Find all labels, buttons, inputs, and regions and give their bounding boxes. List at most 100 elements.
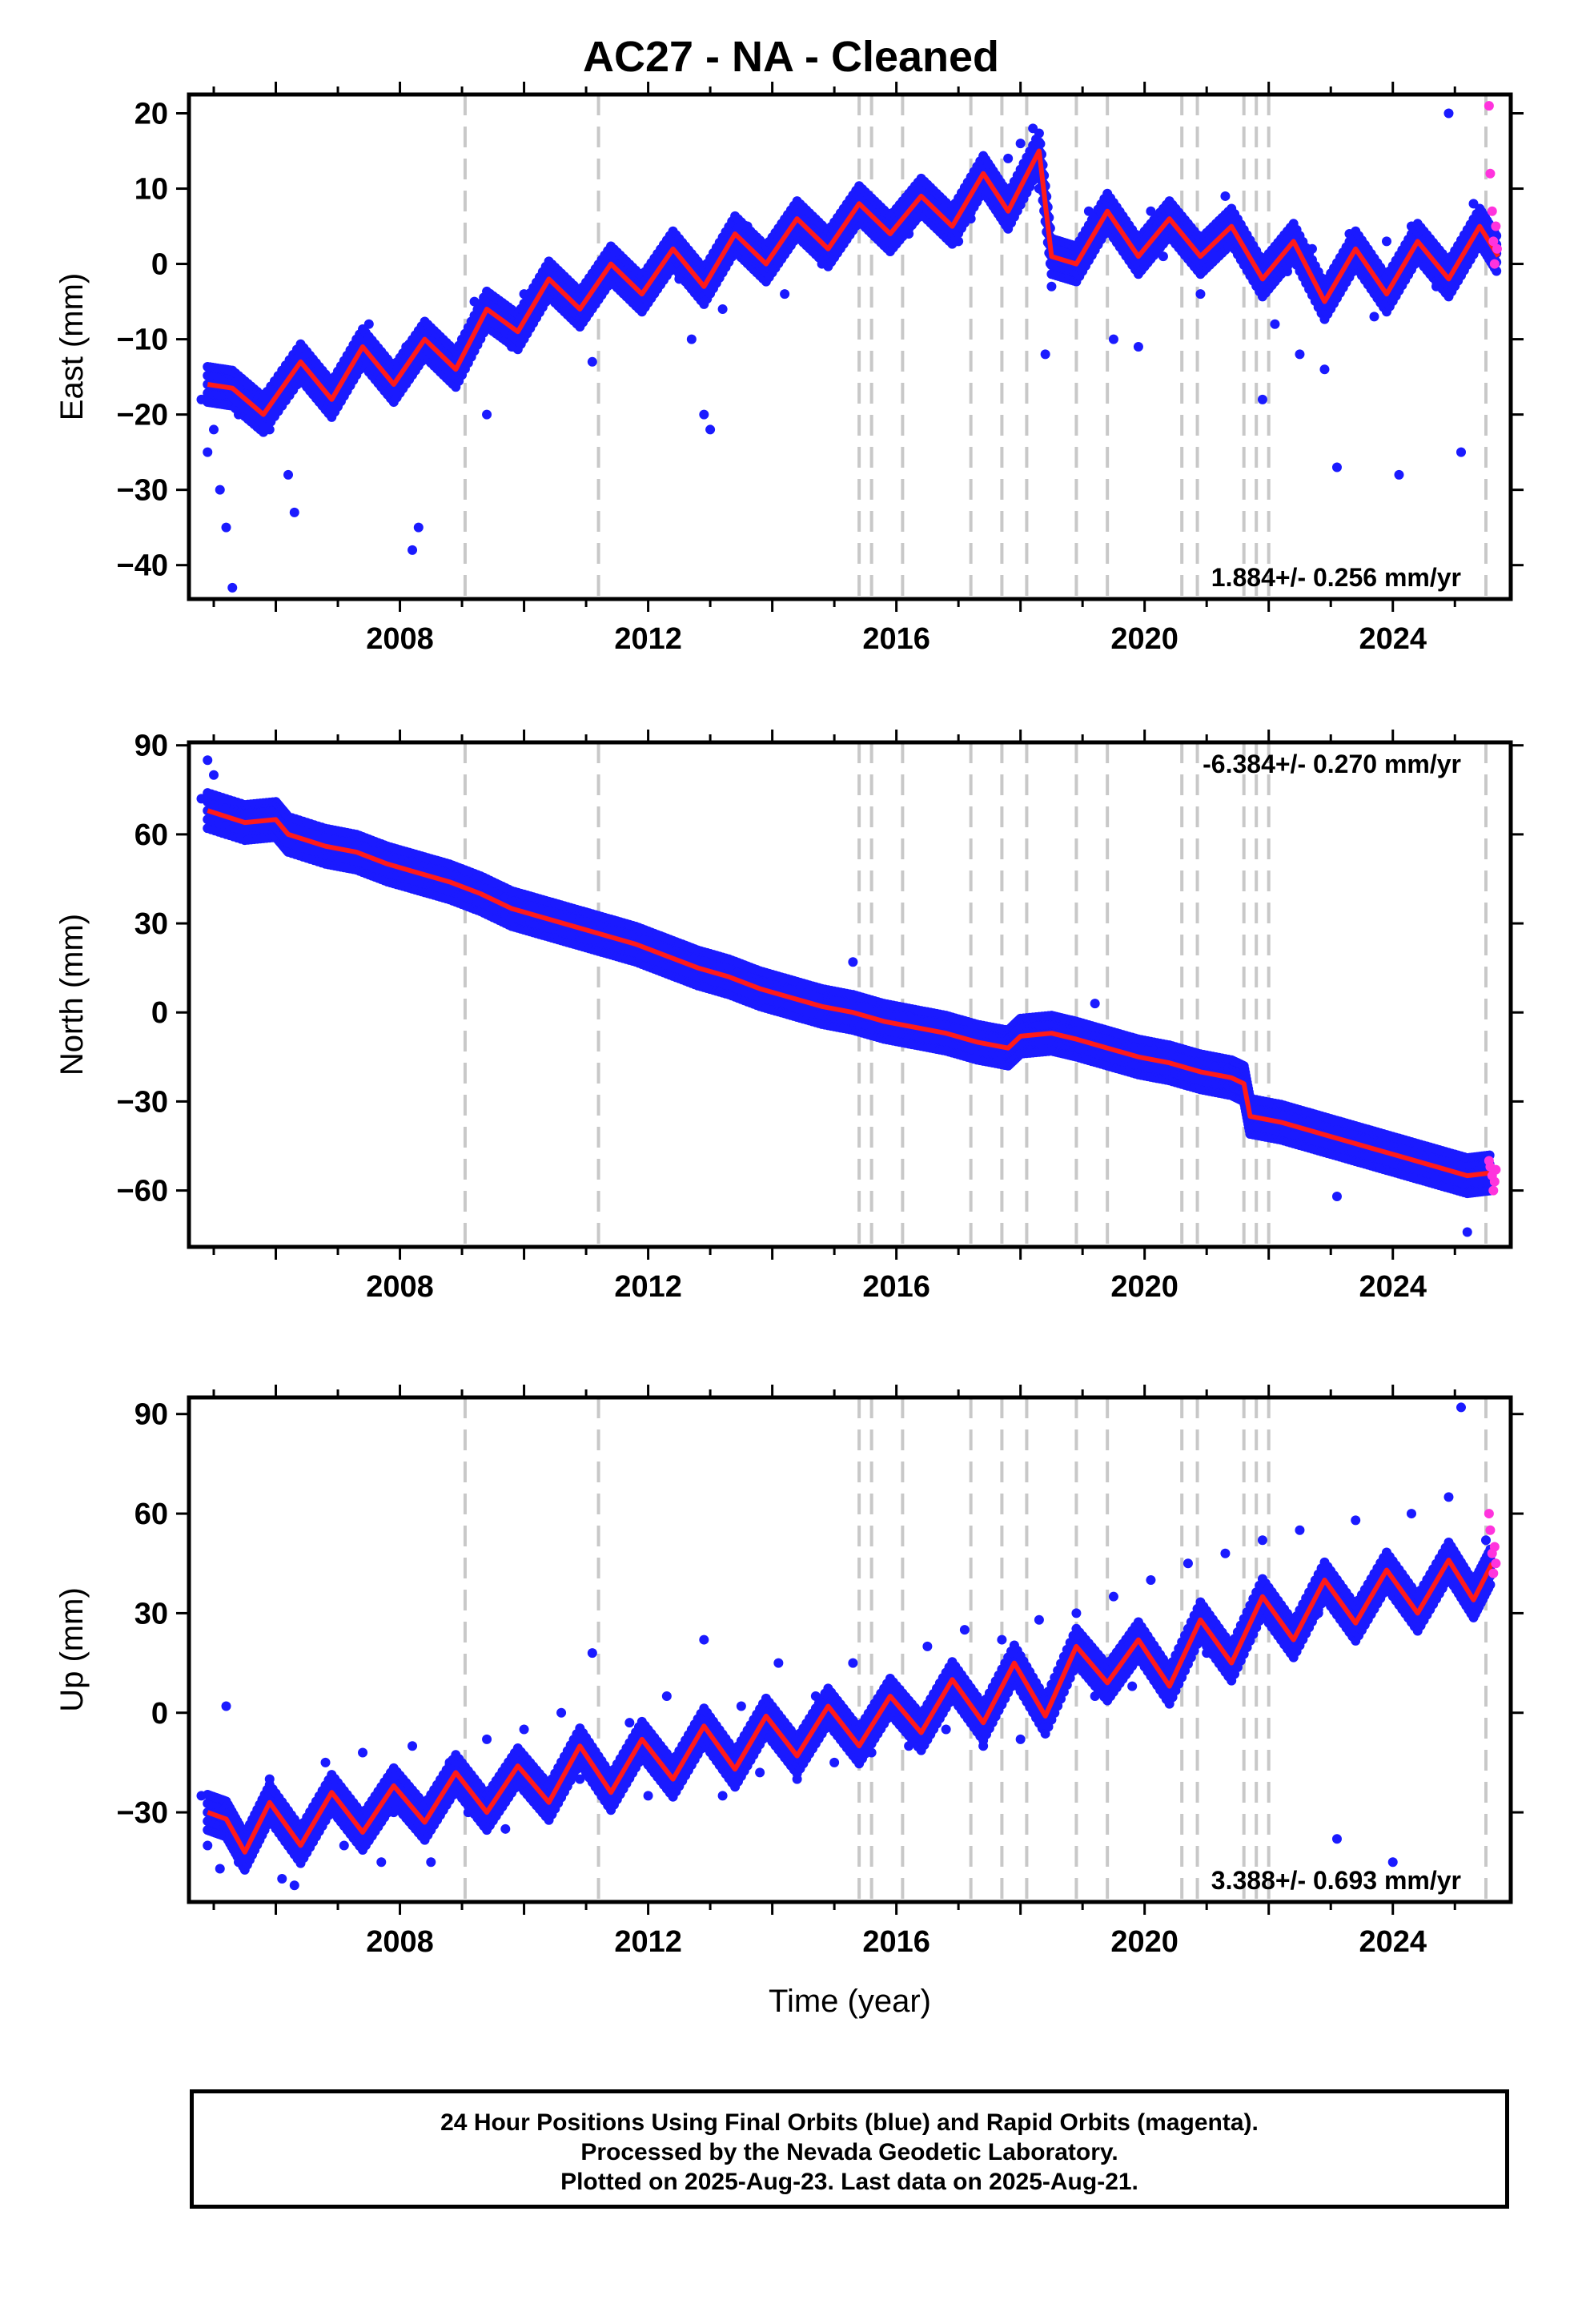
- east-final-point: [413, 522, 424, 533]
- up-final-point: [773, 1658, 784, 1668]
- north-y-axis-label: North (mm): [54, 914, 90, 1076]
- up-final-point: [556, 1707, 567, 1718]
- up-final-point: [203, 1840, 213, 1851]
- up-final-point: [1295, 1525, 1305, 1535]
- east-x-tick-label: 2024: [1359, 622, 1427, 656]
- up-final-point: [1108, 1591, 1118, 1602]
- east-rapid-point: [1492, 243, 1502, 254]
- east-x-tick-label: 2020: [1110, 622, 1178, 656]
- up-final-point: [624, 1718, 635, 1728]
- north-rapid-point: [1491, 1164, 1501, 1175]
- east-plot-frame: [187, 92, 1513, 601]
- east-rapid-point: [1485, 168, 1496, 179]
- up-final-point: [358, 1747, 368, 1758]
- up-final-point: [1127, 1681, 1138, 1691]
- east-final-point: [221, 522, 231, 533]
- up-final-point: [1443, 1492, 1454, 1502]
- up-final-point: [376, 1857, 387, 1868]
- up-final-point: [755, 1767, 765, 1778]
- up-final-point: [519, 1724, 529, 1735]
- east-rapid-point: [1487, 206, 1497, 216]
- up-final-point: [997, 1634, 1007, 1645]
- up-final-point: [661, 1691, 672, 1702]
- east-final-point: [408, 545, 418, 555]
- up-final-point: [1406, 1509, 1416, 1519]
- up-final-point: [221, 1701, 231, 1711]
- north-rate-label: -6.384+/- 0.270 mm/yr: [1203, 750, 1461, 778]
- north-y-tick-label: −30: [117, 1085, 168, 1119]
- north-y-tick-label: 30: [135, 907, 168, 941]
- up-final-point: [941, 1724, 951, 1735]
- north-y-tick-label: 90: [135, 730, 168, 763]
- north-x-tick-label: 2012: [614, 1270, 682, 1304]
- north-y-tick-label: 0: [151, 996, 168, 1030]
- east-final-point: [699, 409, 709, 420]
- east-final-point: [1003, 153, 1014, 163]
- east-final-point: [227, 582, 238, 593]
- up-final-point: [426, 1857, 436, 1868]
- up-final-point: [408, 1741, 418, 1751]
- east-final-point: [686, 334, 697, 344]
- north-x-tick-label: 2008: [366, 1270, 434, 1304]
- up-final-point: [848, 1658, 858, 1668]
- east-final-point: [1220, 191, 1231, 201]
- up-final-point: [1220, 1548, 1231, 1558]
- east-final-point: [1133, 342, 1143, 352]
- up-final-point: [482, 1734, 492, 1744]
- up-final-point: [215, 1864, 225, 1874]
- north-x-tick-label: 2024: [1359, 1270, 1427, 1304]
- east-final-point: [1257, 394, 1267, 404]
- east-rapid-point: [1489, 259, 1500, 269]
- north-rapid-point: [1489, 1176, 1500, 1187]
- up-final-point: [699, 1634, 709, 1645]
- up-final-point: [1456, 1402, 1466, 1413]
- east-final-point: [289, 507, 299, 517]
- north-final-point: [1462, 1227, 1472, 1237]
- north-x-tick-label: 2016: [862, 1270, 930, 1304]
- east-final-point: [1195, 289, 1206, 300]
- up-final-point: [643, 1791, 653, 1801]
- east-final-point: [1015, 139, 1026, 149]
- east-final-point: [717, 304, 728, 314]
- north-final-point: [1090, 999, 1100, 1009]
- east-final-point: [780, 289, 790, 300]
- up-final-point: [500, 1823, 511, 1834]
- east-y-tick-label: 10: [135, 173, 168, 207]
- east-final-point: [1394, 469, 1404, 480]
- east-final-point: [1108, 334, 1118, 344]
- up-final-point: [587, 1648, 597, 1659]
- east-final-point: [215, 485, 225, 495]
- east-x-tick-label: 2012: [614, 622, 682, 656]
- up-final-point: [922, 1641, 933, 1651]
- east-final-point: [587, 356, 597, 367]
- east-y-tick-label: −10: [117, 324, 168, 357]
- east-final-point: [1040, 349, 1050, 360]
- up-final-point: [1071, 1608, 1082, 1618]
- north-y-tick-label: −60: [117, 1175, 168, 1208]
- east-final-point: [209, 424, 219, 435]
- east-rapid-point: [1491, 221, 1501, 231]
- east-final-point: [1331, 462, 1342, 472]
- up-final-point: [1257, 1535, 1267, 1546]
- up-final-point: [1351, 1515, 1361, 1526]
- up-final-point: [1034, 1614, 1044, 1625]
- east-final-point: [482, 409, 492, 420]
- up-final-point: [1480, 1535, 1491, 1546]
- east-y-axis-label: East (mm): [54, 273, 90, 420]
- up-final-point: [1331, 1834, 1342, 1844]
- up-final-point: [1182, 1558, 1193, 1569]
- up-final-point: [959, 1625, 970, 1635]
- north-final-point: [1331, 1192, 1342, 1201]
- east-rapid-point: [1484, 101, 1494, 111]
- north-final-point: [848, 957, 858, 967]
- east-final-point: [1295, 349, 1305, 360]
- chart-title: AC27 - NA - Cleaned: [582, 33, 1000, 81]
- east-final-point: [1270, 319, 1280, 329]
- east-final-point: [203, 447, 213, 457]
- east-final-point: [1456, 447, 1466, 457]
- east-x-tick-label: 2016: [862, 622, 930, 656]
- east-final-point: [1319, 364, 1330, 375]
- east-final-point: [1369, 312, 1379, 322]
- east-final-point: [1381, 236, 1391, 247]
